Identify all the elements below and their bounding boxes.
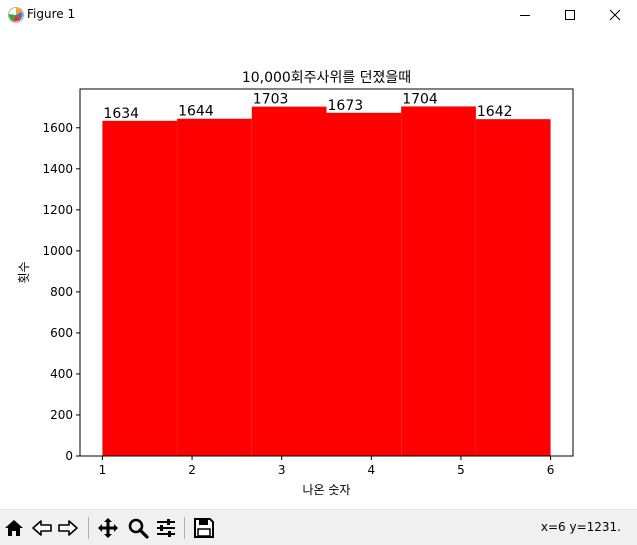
x-tick-label: 2 — [188, 463, 196, 477]
forward-button[interactable] — [56, 516, 80, 540]
zoom-button[interactable] — [126, 516, 150, 540]
x-tick-label: 1 — [99, 463, 107, 477]
back-button[interactable] — [30, 516, 54, 540]
bar-3 — [251, 106, 327, 456]
close-button[interactable] — [592, 0, 637, 30]
zoom-icon — [128, 518, 149, 539]
cursor-coordinates: x=6 y=1231. — [540, 520, 621, 534]
minimize-button[interactable] — [502, 0, 547, 30]
save-button[interactable] — [192, 516, 216, 540]
maximize-button[interactable] — [547, 0, 592, 30]
x-tick-label: 5 — [457, 463, 465, 477]
home-button[interactable] — [2, 516, 26, 540]
bar-4 — [326, 112, 402, 456]
bar-value-label: 1642 — [477, 104, 513, 120]
pan-button[interactable] — [96, 516, 120, 540]
x-tick-label: 4 — [367, 463, 375, 477]
y-tick-label: 1600 — [42, 121, 73, 135]
navigation-toolbar: x=6 y=1231. — [0, 509, 637, 545]
x-axis-label: 나온 숫자 — [303, 483, 351, 497]
bar-6 — [475, 119, 551, 457]
y-axis-label: 횟수 — [17, 261, 31, 283]
bar-1 — [102, 120, 178, 457]
close-icon — [609, 9, 620, 21]
bar-chart: 0 200 400 600 800 1000 1200 1400 1600 1 2 3 4 5 6 163… — [17, 70, 574, 497]
save-icon — [194, 518, 214, 538]
back-icon — [32, 520, 52, 536]
bar-value-label: 1704 — [402, 91, 438, 107]
bar-2 — [177, 118, 252, 456]
matplotlib-app-icon — [8, 7, 24, 23]
configure-subplots-button[interactable] — [154, 516, 178, 540]
x-tick-label: 6 — [547, 463, 555, 477]
bar-5 — [401, 106, 476, 456]
y-tick-label: 1200 — [42, 203, 73, 217]
y-tick-label: 200 — [50, 408, 73, 422]
y-tick-label: 600 — [50, 326, 73, 340]
window-titlebar: Figure 1 — [0, 0, 637, 30]
bar-value-label: 1634 — [103, 106, 139, 122]
y-tick-label: 0 — [65, 449, 73, 463]
home-icon — [5, 520, 23, 536]
bar-value-label: 1673 — [328, 98, 364, 114]
minimize-icon — [519, 15, 530, 16]
y-tick-label: 400 — [50, 367, 73, 381]
forward-icon — [58, 520, 78, 536]
y-tick-label: 1400 — [42, 162, 73, 176]
chart-title: 10,000회주사위를 던졌을때 — [242, 70, 411, 86]
bar-value-label: 1644 — [178, 104, 214, 120]
pan-icon — [98, 518, 118, 538]
figure-canvas[interactable]: 0 200 400 600 800 1000 1200 1400 1600 1 2 3 4 5 6 163… — [0, 30, 637, 508]
axes-frame — [79, 88, 574, 457]
toolbar-separator — [88, 517, 89, 539]
y-tick-label: 1000 — [42, 244, 73, 258]
configure-subplots-icon — [157, 519, 175, 537]
bar-value-label: 1703 — [253, 92, 289, 108]
maximize-icon — [564, 10, 575, 20]
x-tick-label: 3 — [278, 463, 286, 477]
window-title: Figure 1 — [27, 7, 76, 21]
y-tick-label: 800 — [50, 285, 73, 299]
toolbar-separator — [184, 517, 185, 539]
